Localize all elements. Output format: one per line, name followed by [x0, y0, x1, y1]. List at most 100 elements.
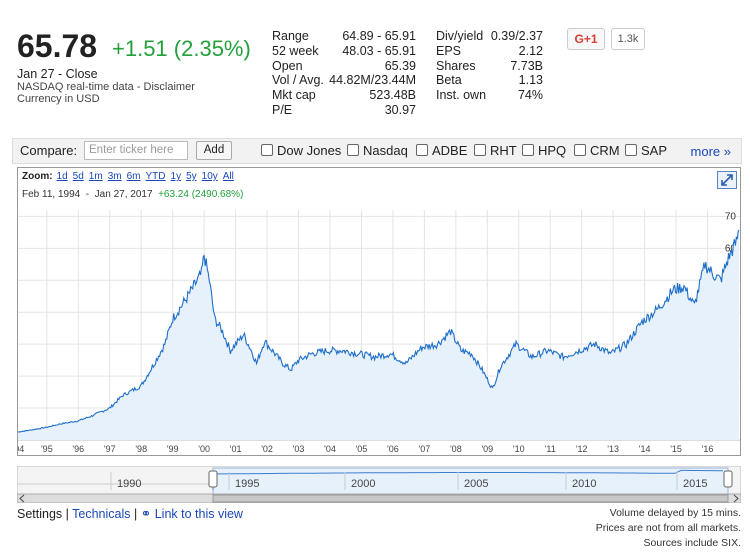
compare-option-label[interactable]: CRM	[590, 143, 620, 158]
navigator-handle-left[interactable]	[208, 470, 218, 488]
settings-link[interactable]: Settings	[17, 507, 63, 521]
x-tick-label: '04	[324, 444, 336, 454]
stat-left-key: Range	[272, 29, 309, 43]
compare-checkbox[interactable]	[574, 144, 586, 156]
navigator-year-label: 1995	[235, 478, 259, 490]
x-tick-label: '09	[481, 444, 493, 454]
stat-left-value: 44.82M/23.44M	[329, 73, 416, 88]
stat-left-row: Vol / Avg. 44.82M/23.44M	[272, 73, 416, 88]
stat-right-key: Div/yield	[436, 29, 484, 43]
stat-left-row: Mkt cap 523.48B	[272, 88, 416, 103]
stat-right-key: Shares	[436, 58, 476, 73]
technicals-link[interactable]: Technicals	[72, 507, 131, 521]
navigator-line	[212, 469, 723, 490]
x-tick-label: '12	[576, 444, 588, 454]
x-tick-label: '10	[513, 444, 525, 454]
stat-left-row: 52 week 48.03 - 65.91	[272, 44, 416, 59]
x-tick-label: '03	[293, 444, 305, 454]
x-tick-label: '01	[230, 444, 242, 454]
compare-option-label[interactable]: RHT	[490, 143, 517, 158]
compare-checkbox[interactable]	[261, 144, 273, 156]
stat-left-key: 52 week	[272, 43, 319, 58]
realtime-disclaimer[interactable]: NASDAQ real-time data - Disclaimer	[17, 81, 195, 93]
zoom-option[interactable]: 1y	[170, 171, 182, 182]
x-tick-label: '00	[198, 444, 210, 454]
currency-note: Currency in USD	[17, 93, 100, 105]
more-link[interactable]: more »	[690, 144, 731, 159]
x-tick-label: '99	[167, 444, 179, 454]
compare-option-label[interactable]: HPQ	[538, 143, 567, 158]
range-change: +63.24 (2490.68%)	[158, 189, 244, 200]
stat-right-key: EPS	[436, 43, 462, 58]
compare-option-label[interactable]: ADBE	[432, 143, 468, 158]
navigator-year-label: 1990	[117, 478, 141, 490]
x-tick-label: '16	[702, 444, 714, 454]
compare-option-label[interactable]: Nasdaq	[363, 143, 408, 158]
zoom-option[interactable]: 5y	[186, 171, 197, 182]
chevron-left-icon[interactable]	[19, 494, 25, 503]
footer-note-sources: Sources include SIX.	[643, 537, 741, 549]
compare-checkbox[interactable]	[347, 144, 359, 156]
zoom-option[interactable]: 1m	[88, 171, 103, 182]
navigator-handle-right[interactable]	[723, 470, 733, 488]
stat-right-value: 2.12	[518, 43, 543, 58]
x-tick-label: '94	[18, 444, 24, 454]
zoom-option[interactable]: All	[222, 171, 234, 182]
compare-option-label[interactable]: SAP	[641, 143, 668, 158]
expand-icon[interactable]	[717, 171, 737, 189]
range-end: Jan 27, 2017	[94, 189, 153, 200]
price-area	[18, 229, 739, 440]
gplus-button[interactable]: G+1	[567, 28, 605, 50]
range-navigator[interactable]: 1990 1995 2000 2005 2010 2015	[16, 465, 742, 504]
compare-bar: Compare: Enter ticker here Add Dow Jones…	[12, 138, 742, 164]
compare-checkbox[interactable]	[522, 144, 534, 156]
add-button[interactable]: Add	[196, 141, 232, 160]
zoom-option[interactable]: 6m	[126, 171, 141, 182]
compare-checkbox[interactable]	[625, 144, 637, 156]
stat-left-row: P/E 30.97	[272, 103, 416, 118]
compare-checkbox[interactable]	[416, 144, 428, 156]
price-chart[interactable]: Zoom: 1d 5d 1m 3m 6m YTD 1y 5y 10y All Feb 11, 199…	[17, 167, 741, 456]
price-change: +1.51 (2.35%)	[112, 36, 251, 61]
stat-left-value: 48.03 - 65.91	[342, 43, 416, 58]
compare-label: Compare:	[20, 143, 78, 158]
zoom-option[interactable]: 3m	[107, 171, 122, 182]
stat-left-value: 65.39	[384, 58, 416, 73]
navigator-track[interactable]: 1990 1995 2000 2005 2010 2015	[16, 465, 742, 504]
stat-right-value: 74%	[517, 88, 543, 103]
zoom-row: Zoom: 1d 5d 1m 3m 6m YTD 1y 5y 10y All	[22, 171, 239, 182]
link-to-view[interactable]: Link to this view	[154, 507, 243, 521]
stat-right-row: EPS 2.12	[436, 44, 543, 59]
stat-left-key: Vol / Avg.	[272, 73, 324, 88]
stat-left-row: Open 65.39	[272, 59, 416, 74]
compare-option-label[interactable]: Dow Jones	[277, 143, 342, 158]
zoom-option[interactable]: 1d	[56, 171, 68, 182]
compare-checkbox[interactable]	[474, 144, 486, 156]
x-tick-label: '11	[545, 444, 556, 454]
stat-left-key: Open	[272, 58, 303, 73]
footer-note-markets: Prices are not from all markets.	[595, 522, 741, 534]
x-tick-label: '02	[261, 444, 273, 454]
zoom-option[interactable]: 5d	[72, 171, 84, 182]
x-tick-label: '08	[450, 444, 462, 454]
gplus-count: 1.3k	[611, 28, 645, 50]
navigator-year-label: 2005	[464, 478, 488, 490]
chevron-right-icon[interactable]	[733, 494, 739, 503]
stat-right-row: Inst. own 74%	[436, 88, 543, 103]
y-tick-label: 70	[725, 211, 737, 222]
x-tick-label: '15	[670, 444, 682, 454]
stat-left-value: 30.97	[384, 103, 416, 117]
ticker-input[interactable]: Enter ticker here	[84, 141, 188, 160]
chart-plot[interactable]: 10203040506070'94'95'96'97'98'99'00'01'0…	[18, 208, 740, 455]
link-icon: ⚭	[140, 507, 152, 521]
range-separator: -	[85, 189, 90, 200]
footer-note-volume: Volume delayed by 15 mins.	[609, 507, 741, 519]
stat-right-key: Beta	[436, 73, 462, 88]
stat-right-row: Div/yield 0.39/2.37	[436, 29, 543, 44]
date-range: Feb 11, 1994 - Jan 27, 2017 +63.24 (2490…	[22, 189, 243, 200]
navigator-scroll-thumb[interactable]	[212, 494, 729, 503]
zoom-option[interactable]: 10y	[201, 171, 218, 182]
stat-left-key: P/E	[272, 103, 293, 117]
last-price: 65.78	[17, 28, 98, 64]
zoom-option[interactable]: YTD	[145, 171, 166, 182]
